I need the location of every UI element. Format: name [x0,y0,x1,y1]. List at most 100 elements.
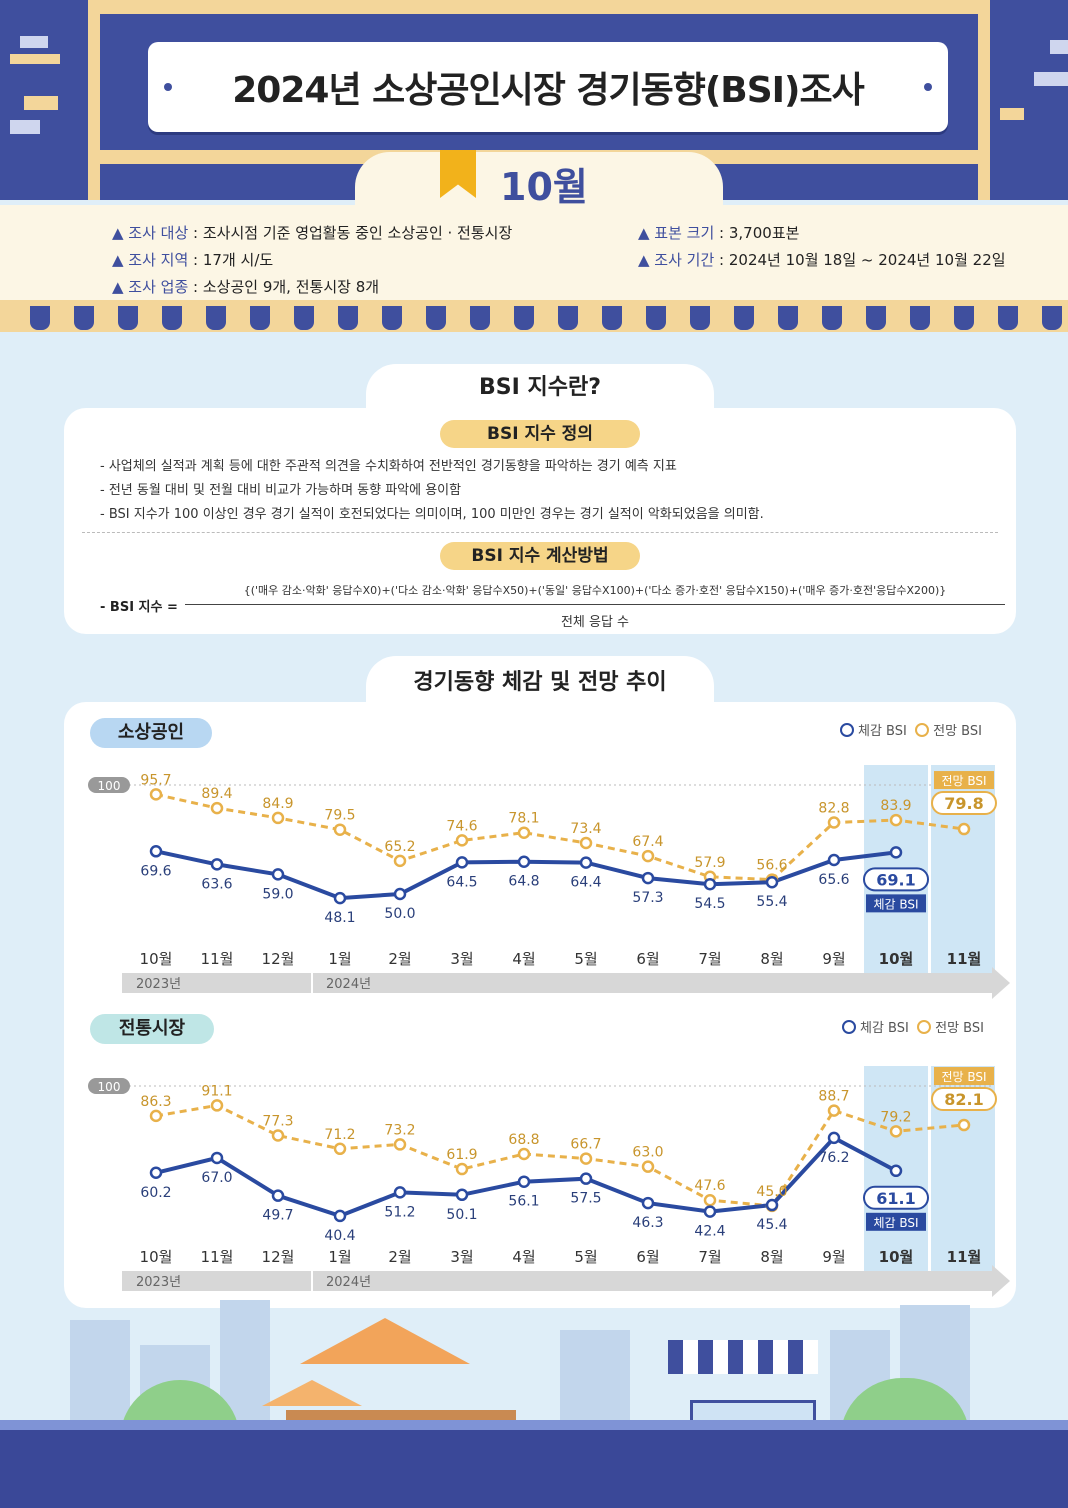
forecast-value-text: 79.8 [944,794,983,813]
current-value-callout [863,867,929,892]
current-bsi-label: 67.0 [201,1170,232,1186]
current-bsi-label: 57.5 [570,1191,601,1207]
formula-numerator: {('매우 감소·악화' 응답수X0)+('다소 감소·악화' 응답수X50)+… [243,584,947,597]
forecast-bsi-label: 88.7 [818,1089,849,1105]
section-divider [82,532,998,533]
current-bsi-point [827,1131,841,1145]
forecast-value-text: 82.1 [944,1090,983,1109]
forecast-bsi-point [149,788,163,801]
scallop-decor [162,306,182,330]
window-decor [10,54,60,64]
definition-title: BSI 지수 정의 [440,420,640,448]
current-bsi-point [579,1172,593,1185]
scallop-decor [690,306,710,330]
scallop-decor [558,306,578,330]
forecast-bsi-label: 86.3 [140,1094,171,1110]
month-tick-label: 8월 [760,1248,783,1266]
month-tick-label: 10월 [140,950,173,968]
month-tick-label: 6월 [636,950,659,968]
forecast-bsi-label: 71.2 [324,1127,355,1143]
window-decor [1000,108,1024,120]
window-decor [24,96,58,110]
current-tag-box [866,894,926,913]
forecast-bsi-point [210,801,224,815]
month-tick-label: 7월 [698,950,721,968]
forecast-bsi-point [393,1138,407,1151]
current-value-text: 69.1 [876,870,915,889]
scallop-decor [206,306,226,330]
month-tick-label: 7월 [698,1248,721,1266]
window-decor [20,36,48,48]
current-bsi-label: 65.6 [818,872,849,888]
current-bsi-label: 50.1 [446,1207,477,1223]
page-title-box: 2024년 소상공인시장 경기동향(BSI)조사 [148,42,948,132]
forecast-bsi-label: 82.8 [818,800,849,816]
scallop-decor [338,306,358,330]
current-bsi-label: 76.2 [818,1150,849,1166]
forecast-bsi-point [271,811,285,825]
current-bsi-label: 60.2 [140,1185,171,1201]
forecast-bsi-line [155,1103,965,1208]
forecast-bsi-label: 45.0 [756,1184,787,1200]
current-bsi-point [455,856,469,869]
month-tick-label: 6월 [636,1248,659,1266]
scallop-decor [646,306,666,330]
current-bsi-label: 50.0 [384,906,415,922]
forecast-bsi-point [210,1099,224,1112]
current-bsi-label: 51.2 [384,1204,415,1220]
forecast-bsi-label: 67.4 [632,834,663,850]
month-tick-label: 9월 [822,1248,845,1266]
month-tick-label: 11월 [947,1248,982,1266]
month-tick-label: 5월 [574,1248,597,1266]
scallop-decor [778,306,798,330]
scallop-decor [998,306,1018,330]
forecast-bsi-point [333,1142,347,1156]
forecast-value-callout [931,791,997,816]
month-tick-label: 5월 [574,950,597,968]
month-tick-label: 11월 [201,950,234,968]
year-band [122,1271,992,1291]
current-bsi-point [210,858,224,871]
month-tab [355,152,723,222]
window-decor [1050,40,1068,54]
month-tick-label: 11월 [201,1248,234,1266]
current-bsi-point [517,1175,531,1188]
chart-title-small-business: 소상공인 [90,718,212,748]
scallop-decor [734,306,754,330]
current-bsi-label: 55.4 [756,894,787,910]
current-value-callout [863,1185,929,1210]
scallop-decor [470,306,490,330]
forecast-bsi-point [393,854,407,868]
forecast-bsi-label: 78.1 [508,811,539,827]
building-decor [70,1320,130,1430]
current-tag-text: 체감 BSI [873,1216,918,1230]
current-bsi-point [641,1196,655,1210]
info-region: ▲ 조사 지역 : 17개 시/도 [112,251,274,269]
awning-decor [668,1340,818,1374]
forecast-bsi-label: 95.7 [140,772,171,788]
forecast-tag-box [934,771,994,790]
building-decor [560,1330,630,1430]
title-dot [924,83,932,91]
forecast-tag-text: 전망 BSI [941,774,986,788]
current-bsi-point [333,891,347,905]
current-bsi-point [271,1189,285,1202]
current-bsi-label: 64.4 [570,875,601,891]
forecast-bsi-point [579,836,593,850]
month-tick-label: 3월 [450,950,473,968]
forecast-bsi-point [889,813,903,827]
month-tick-label: 4월 [512,1248,535,1266]
forecast-bsi-point [455,834,469,847]
current-bsi-point [149,845,163,858]
forecast-bsi-label: 77.3 [262,1113,293,1129]
month-tick-label: 10월 [879,1248,914,1266]
window-decor [10,120,40,134]
legend-current-marker [840,723,854,737]
current-bsi-label: 46.3 [632,1215,663,1231]
scallop-decor [118,306,138,330]
forecast-bsi-point [703,1193,717,1207]
forecast-bsi-point [455,1162,469,1176]
current-bsi-point [333,1209,347,1223]
month-tick-label: 2월 [388,950,411,968]
scallop-decor [954,306,974,330]
